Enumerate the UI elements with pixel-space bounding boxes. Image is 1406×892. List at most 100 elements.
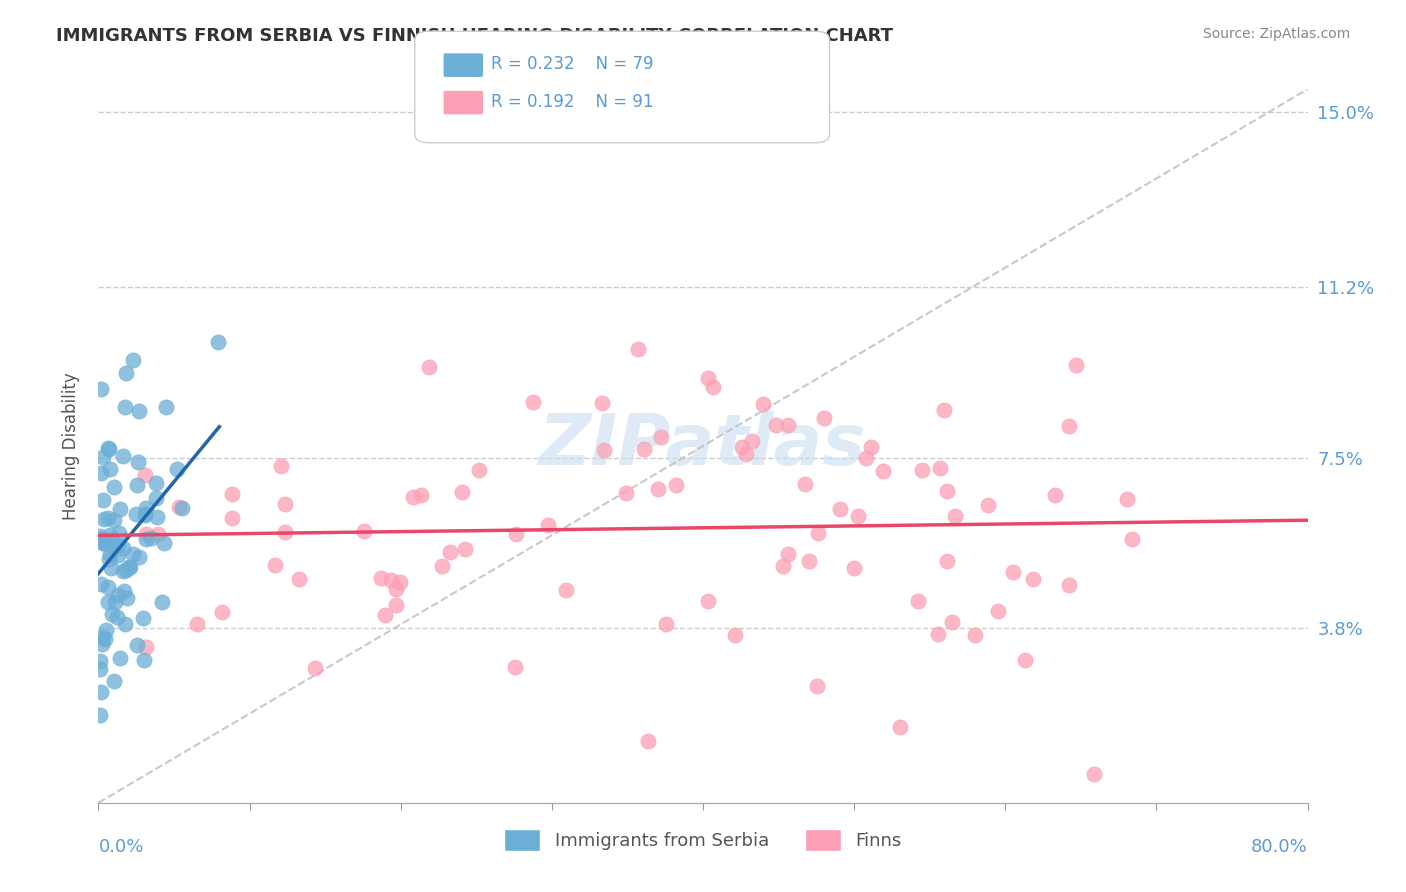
Text: IMMIGRANTS FROM SERBIA VS FINNISH HEARING DISABILITY CORRELATION CHART: IMMIGRANTS FROM SERBIA VS FINNISH HEARIN… — [56, 27, 893, 45]
Point — [1064, 358, 1087, 372]
Point — [134, 508, 156, 522]
Point — [128, 550, 150, 565]
Point — [1059, 419, 1081, 434]
Point — [96, 623, 118, 637]
Point — [503, 660, 526, 674]
Point — [97, 594, 120, 608]
Point — [1083, 766, 1105, 780]
Point — [627, 343, 650, 357]
Point — [772, 558, 794, 573]
Point — [221, 487, 243, 501]
Point — [90, 382, 112, 396]
Point — [665, 478, 688, 492]
Point — [98, 552, 121, 566]
Point — [167, 500, 190, 514]
Point — [100, 607, 122, 621]
Point — [647, 483, 669, 497]
Point — [112, 564, 135, 578]
Point — [593, 443, 616, 458]
Point — [889, 720, 911, 734]
Point — [730, 440, 752, 454]
Point — [132, 610, 155, 624]
Point — [121, 548, 143, 562]
Point — [614, 485, 637, 500]
Point — [655, 616, 678, 631]
Point — [100, 561, 122, 575]
Point — [146, 510, 169, 524]
Point — [697, 370, 720, 384]
Point — [1121, 532, 1143, 546]
Point — [107, 588, 129, 602]
Text: 0.0%: 0.0% — [98, 838, 143, 856]
Point — [1002, 565, 1025, 579]
Point — [97, 533, 120, 548]
Point — [134, 507, 156, 521]
Point — [207, 334, 229, 349]
Point — [637, 733, 659, 747]
Point — [118, 559, 141, 574]
Point — [872, 464, 894, 478]
Point — [89, 654, 111, 668]
Point — [111, 449, 134, 463]
Point — [221, 510, 243, 524]
Point — [370, 572, 392, 586]
Point — [1045, 488, 1067, 502]
Point — [103, 480, 125, 494]
Point — [830, 502, 852, 516]
Point — [274, 497, 297, 511]
Point — [152, 536, 174, 550]
Point — [115, 591, 138, 606]
Point — [141, 531, 163, 545]
Point — [90, 685, 112, 699]
Point — [505, 526, 527, 541]
Point — [697, 594, 720, 608]
Point — [112, 541, 135, 556]
Point — [702, 380, 724, 394]
Point — [402, 490, 425, 504]
Point — [103, 673, 125, 688]
Point — [799, 554, 821, 568]
Y-axis label: Hearing Disability: Hearing Disability — [62, 372, 80, 520]
Text: R = 0.192    N = 91: R = 0.192 N = 91 — [491, 93, 654, 111]
Point — [793, 477, 815, 491]
Point — [155, 401, 177, 415]
Point — [89, 532, 111, 546]
Point — [118, 560, 141, 574]
Point — [134, 467, 156, 482]
Point — [125, 478, 148, 492]
Point — [741, 434, 763, 448]
Point — [813, 411, 835, 425]
Point — [1115, 492, 1137, 507]
Point — [97, 511, 120, 525]
Point — [135, 640, 157, 655]
Text: Source: ZipAtlas.com: Source: ZipAtlas.com — [1202, 27, 1350, 41]
Point — [846, 509, 869, 524]
Point — [765, 417, 787, 432]
Point — [115, 563, 138, 577]
Point — [114, 400, 136, 414]
Point — [186, 617, 208, 632]
Point — [101, 533, 124, 547]
Point — [97, 442, 120, 456]
Point — [97, 580, 120, 594]
Point — [93, 536, 115, 550]
Point — [941, 615, 963, 629]
Point — [450, 485, 472, 500]
Point — [304, 661, 326, 675]
Point — [270, 458, 292, 473]
Point — [108, 526, 131, 541]
Point — [107, 538, 129, 552]
Point — [806, 679, 828, 693]
Text: 80.0%: 80.0% — [1251, 838, 1308, 856]
Point — [932, 402, 955, 417]
Point — [127, 638, 149, 652]
Point — [963, 628, 986, 642]
Point — [90, 637, 112, 651]
Point — [987, 604, 1010, 618]
Point — [145, 491, 167, 505]
Point — [122, 353, 145, 368]
Legend: Immigrants from Serbia, Finns: Immigrants from Serbia, Finns — [496, 822, 910, 858]
Point — [91, 536, 114, 550]
Point — [536, 518, 558, 533]
Point — [127, 455, 149, 469]
